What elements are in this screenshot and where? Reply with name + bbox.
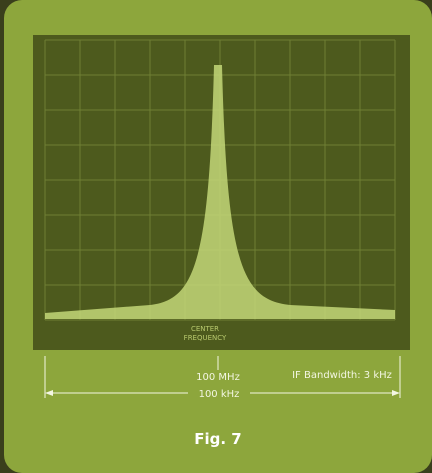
caption: Fig. 7 <box>194 430 241 448</box>
dimension-lines <box>44 356 401 398</box>
screen-label: FREQUENCY <box>184 334 227 342</box>
screen-label: CENTER <box>191 325 219 333</box>
span-label: 100 kHz <box>199 389 240 400</box>
spectrum-trace <box>45 65 395 319</box>
bandwidth-label: IF Bandwidth: 3 kHz <box>292 370 392 381</box>
center-label: 100 MHz <box>196 372 240 383</box>
